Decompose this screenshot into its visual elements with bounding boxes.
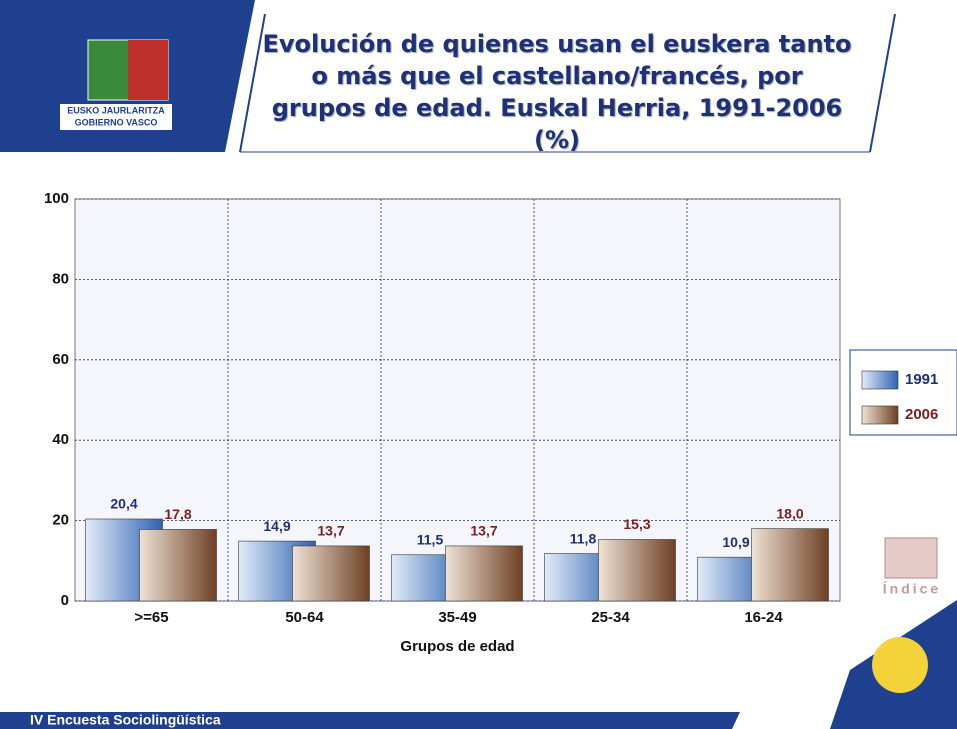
y-tick-label: 0	[61, 592, 69, 609]
value-label: 13,7	[317, 523, 344, 539]
legend-swatch	[862, 406, 898, 424]
x-axis-label: Grupos de edad	[400, 638, 514, 655]
index-link[interactable]: Índice	[883, 581, 941, 597]
y-tick-label: 80	[52, 270, 69, 287]
x-tick-label: 16-24	[744, 609, 783, 626]
y-tick-label: 100	[44, 190, 69, 207]
value-label: 14,9	[263, 518, 290, 534]
mascot	[872, 637, 928, 693]
bar	[446, 546, 523, 601]
bar	[599, 539, 676, 601]
x-tick-label: 50-64	[285, 609, 324, 626]
legend-label: 2006	[905, 406, 938, 423]
value-label: 17,8	[164, 506, 191, 522]
x-tick-label: 35-49	[438, 609, 476, 626]
logo-text: GOBIERNO VASCO	[75, 117, 158, 127]
x-tick-label: 25-34	[591, 609, 630, 626]
bar	[293, 546, 370, 601]
value-label: 11,8	[570, 530, 597, 546]
legend-label: 1991	[905, 371, 938, 388]
value-label: 11,5	[417, 531, 444, 547]
logo-text: EUSKO JAURLARITZA	[67, 105, 165, 115]
y-tick-label: 40	[52, 431, 69, 448]
index-icon[interactable]	[885, 538, 937, 578]
legend-swatch	[862, 371, 898, 389]
value-label: 20,4	[110, 496, 137, 512]
y-tick-label: 60	[52, 351, 69, 368]
divider	[870, 14, 895, 152]
bar	[752, 529, 829, 601]
bar	[140, 529, 217, 601]
footer: IV Encuesta Sociolingüística	[30, 712, 221, 728]
value-label: 15,3	[623, 516, 650, 532]
x-tick-label: >=65	[134, 609, 168, 626]
logo-shield	[128, 40, 168, 100]
slide: EUSKO JAURLARITZA GOBIERNO VASCO IV Encu…	[0, 0, 957, 729]
title: Evolución de quienes usan el euskera tan…	[262, 28, 852, 156]
value-label: 18,0	[776, 505, 803, 521]
value-label: 10,9	[722, 534, 749, 550]
y-tick-label: 20	[52, 512, 69, 529]
value-label: 13,7	[470, 523, 497, 539]
